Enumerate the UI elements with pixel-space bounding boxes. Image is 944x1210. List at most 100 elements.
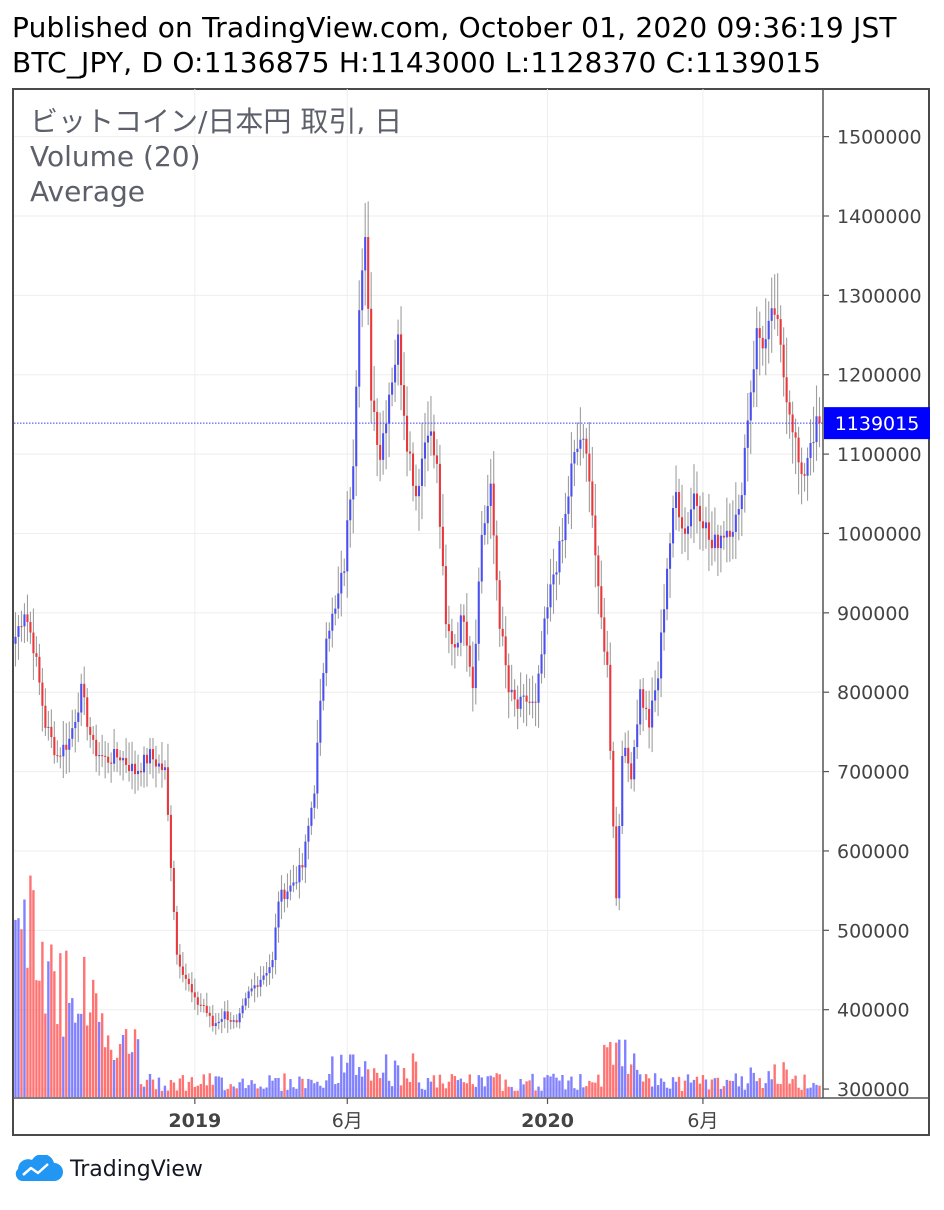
volume-bar [767,1071,770,1097]
volume-bar [408,1082,412,1097]
volume-bar [570,1076,573,1097]
candle-body [495,535,498,581]
candle-body [785,377,788,403]
volume-bar [573,1088,576,1097]
candle-body [636,724,639,748]
candle-body [677,492,681,518]
candle-body [477,581,480,644]
volume-bar [214,1076,217,1097]
candle-body [731,531,734,537]
candle-body [426,435,430,443]
candle-body [235,1020,238,1023]
candle-body [337,593,340,609]
candle-body [420,458,424,486]
volume-bar [812,1082,815,1097]
volume-bar [127,1053,131,1097]
volume-bar [525,1081,528,1097]
y-tick-label: 500000 [837,920,910,942]
volume-bar [740,1076,743,1097]
candles [14,201,821,1035]
volume-bar [366,1069,370,1097]
candle-body [417,485,421,497]
candle-body [77,712,80,722]
volume-bar [187,1081,191,1097]
candle-body [178,954,181,967]
y-tick-label: 300000 [837,1079,910,1101]
candle-body [588,453,591,482]
volume-bar [776,1083,779,1097]
candle-body [543,618,546,655]
volume-bar [393,1060,397,1097]
candle-body [432,431,435,456]
volume-bar [788,1083,791,1097]
volume-bar [734,1073,738,1097]
candle-body [331,613,334,631]
volume-bar [480,1077,483,1097]
volume-bar [543,1077,546,1097]
volume-bar [671,1077,675,1097]
volume-bar [770,1079,773,1097]
volume-bar [537,1086,540,1097]
volume-bar [92,979,95,1097]
candle-body [618,825,621,899]
candle-body [352,466,355,500]
candle-body [38,656,41,683]
candle-body [621,756,624,826]
volume-bar [355,1074,358,1097]
candle-body [145,754,149,764]
candle-body [50,726,53,738]
volume-bar [659,1078,663,1097]
volume-bar [202,1074,205,1097]
volume-bar [35,980,38,1097]
volume-bar [450,1074,454,1097]
candle-body [29,621,32,633]
candle-body [101,755,104,757]
candle-body [241,1005,244,1014]
volume-bar [501,1090,504,1097]
candle-body [232,1020,235,1022]
candle-body [567,496,570,514]
volume-bar [390,1086,394,1097]
volume-bar [791,1079,794,1097]
volume-bar [549,1076,552,1097]
candle-body [92,734,95,740]
volume-bar [109,1049,113,1097]
volume-bar [241,1078,244,1097]
volume-bar [217,1076,220,1097]
candle-body [319,700,322,743]
candle-body [701,521,704,529]
candle-body [803,474,806,476]
volume-bar [26,967,29,1097]
ohlc-line: BTC_JPY, D O:1136875 H:1143000 L:1128370… [12,46,822,79]
candle-body [139,770,143,773]
candle-body [166,767,169,815]
volume-bar [794,1075,797,1097]
volume-bar [378,1078,382,1097]
volume-bar [773,1064,776,1097]
candle-body [382,433,385,460]
candle-body [175,911,178,955]
volume-bar [435,1087,439,1097]
candle-body [773,308,776,315]
volume-bar [277,1077,280,1097]
volume-bar [806,1088,809,1097]
candle-body [689,509,693,527]
volume-bar [423,1089,427,1097]
candle-body [26,614,29,622]
volume-bar [411,1053,415,1097]
candle-body [334,608,337,614]
volume-bar [50,944,53,1097]
candle-body [408,451,412,454]
candle-body [582,438,585,440]
candle-body [104,755,107,757]
candle-body [388,394,391,424]
y-tick-label: 1100000 [837,444,922,466]
volume-bar [121,1034,125,1097]
candle-body [113,748,116,764]
volume-bar [29,875,32,1097]
candle-body [256,985,259,987]
volume-bar [674,1081,678,1097]
tradingview-brand[interactable]: TradingView [70,1156,203,1182]
candle-body [376,411,379,445]
